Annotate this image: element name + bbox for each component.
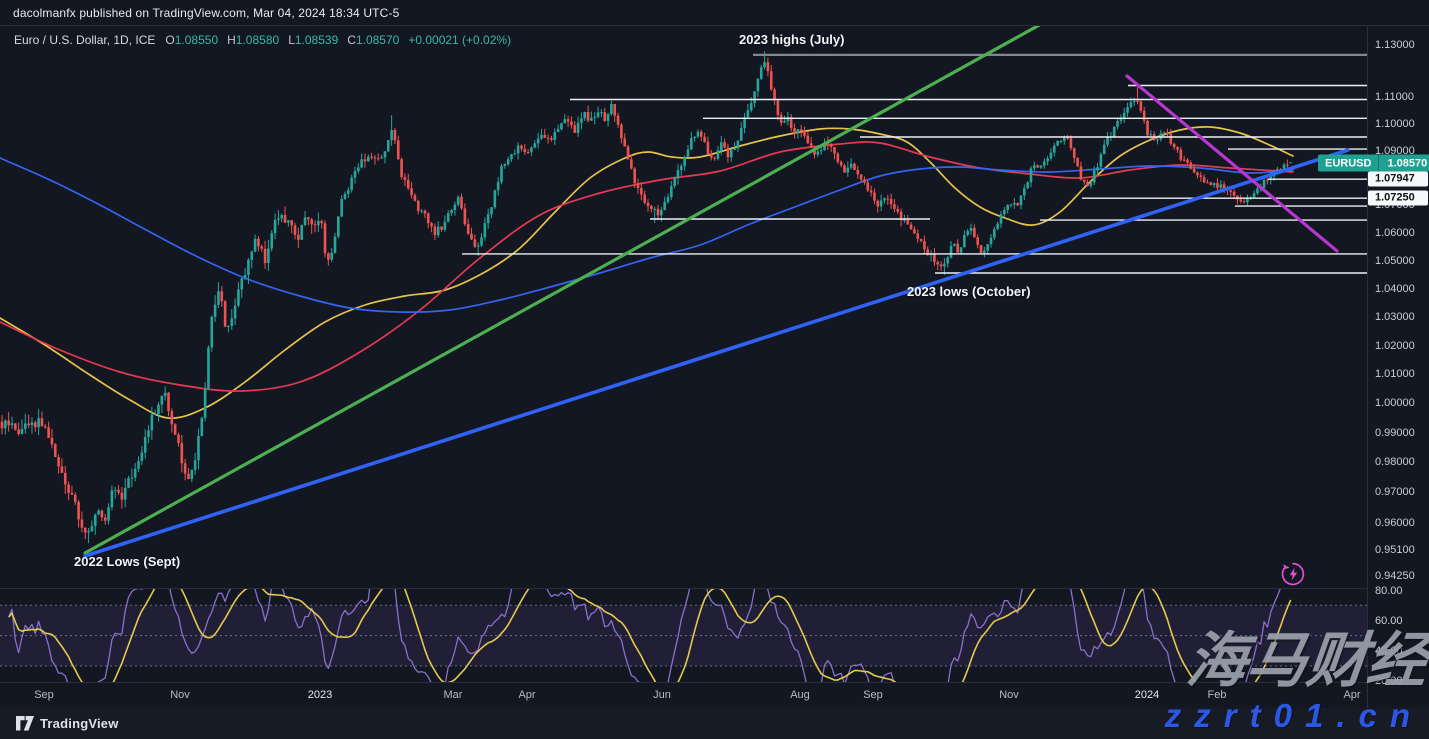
last-price-label: EURUSD 1.08570	[1318, 154, 1429, 172]
price-axis-label: 1.09000	[1375, 145, 1415, 157]
price-axis-label: 0.99000	[1375, 427, 1415, 439]
time-axis-month-label: Jun	[653, 689, 671, 701]
ohlc-field: L1.08539	[288, 33, 339, 47]
chart-annotation[interactable]: 2023 lows (October)	[907, 284, 1031, 299]
price-axis-label: 0.95100	[1375, 544, 1415, 556]
publisher-text: dacolmanfx published on TradingView.com,…	[13, 5, 400, 20]
price-pane[interactable]	[0, 18, 1367, 558]
ohlc-field: O1.08550	[165, 33, 219, 47]
price-axis-label: 1.01000	[1375, 368, 1415, 380]
price-axis-label: 1.10000	[1375, 118, 1415, 130]
publisher-bar: dacolmanfx published on TradingView.com,…	[0, 0, 1429, 26]
watermark-site-url: zzrt01.cn	[1164, 697, 1423, 734]
trendline-blue-uptrend[interactable]	[83, 148, 1350, 558]
time-axis-month-label: Apr	[518, 689, 536, 701]
rsi-axis-label: 20.00	[1375, 675, 1403, 687]
tradingview-brand-text[interactable]: TradingView	[40, 716, 119, 731]
time-axis-month-label: Feb	[1207, 689, 1227, 701]
ohlc-field: C1.08570	[347, 33, 400, 47]
time-axis-month-label: Apr	[1343, 689, 1361, 701]
price-axis-label: 0.97000	[1375, 486, 1415, 498]
price-scale[interactable]: 1.130001.110001.100001.090001.070001.060…	[1367, 26, 1429, 708]
rsi-axis-label: 60.00	[1375, 615, 1403, 627]
price-axis-label: 1.02000	[1375, 340, 1415, 352]
timescale-separator	[0, 682, 1429, 683]
price-axis-label: 0.96000	[1375, 517, 1415, 529]
drawing-price-label: 1.07947	[1368, 171, 1428, 187]
time-axis-year-label: 2024	[1134, 689, 1160, 701]
price-axis-label: 1.03000	[1375, 311, 1415, 323]
ohlc-values: O1.08550 H1.08580 L1.08539 C1.08570 +0.00021…	[165, 33, 511, 47]
candlestick-series[interactable]	[0, 51, 1293, 544]
price-axis-label: 0.94250	[1375, 570, 1415, 582]
time-axis-month-label: Sep	[34, 689, 54, 701]
watermark-chinese: 海马财经	[1183, 627, 1429, 694]
chart-annotation[interactable]: 2023 highs (July)	[739, 32, 845, 47]
time-axis-month-label: Sep	[863, 689, 883, 701]
rsi-ma-line[interactable]	[8, 568, 1292, 701]
rsi-pane[interactable]	[0, 568, 1367, 701]
price-axis-label: 1.05000	[1375, 255, 1415, 267]
price-axis-label: 1.11000	[1375, 91, 1414, 103]
ma-blue[interactable]	[0, 157, 1294, 313]
pane-separator[interactable]	[0, 588, 1429, 589]
time-axis-month-label: Mar	[443, 689, 463, 701]
symbol-title: Euro / U.S. Dollar, 1D, ICE	[14, 33, 156, 47]
price-axis-label: 1.00000	[1375, 397, 1415, 409]
last-price-value: 1.08570	[1379, 154, 1429, 172]
time-scale[interactable]: Sep Nov 2023 Mar Apr Jun Aug Sep Nov 2024 Feb Apr	[0, 682, 1367, 708]
time-axis-month-label: Aug	[790, 689, 810, 701]
price-axis-label: 1.06000	[1375, 227, 1415, 239]
trendline-purple-downtrend[interactable]	[1125, 74, 1339, 253]
price-axis-label: 0.98000	[1375, 456, 1415, 468]
chart-annotation[interactable]: 2022 Lows (Sept)	[74, 554, 181, 569]
ma-red[interactable]	[0, 141, 1294, 392]
time-axis-year-label: 2023	[307, 689, 333, 701]
flash-publish-icon[interactable]	[1280, 561, 1306, 587]
last-price-symbol: EURUSD	[1318, 154, 1380, 172]
drawing-price-label: 1.07250	[1368, 190, 1428, 206]
price-axis-label: 1.04000	[1375, 283, 1415, 295]
time-axis-month-label: Nov	[999, 689, 1019, 701]
ohlc-field: +0.00021 (+0.02%)	[408, 33, 512, 47]
price-axis-label: 1.13000	[1375, 39, 1415, 51]
rsi-axis-label: 40.00	[1375, 645, 1403, 657]
rsi-axis-label: 80.00	[1375, 585, 1403, 597]
horizontal-levels[interactable]	[462, 53, 1367, 274]
tradingview-logo-icon[interactable]	[16, 716, 34, 731]
trendline-green-uptrend[interactable]	[83, 18, 1052, 555]
time-axis-month-label: Nov	[170, 689, 190, 701]
footer-bar: TradingView	[0, 708, 1429, 739]
symbol-header[interactable]: Euro / U.S. Dollar, 1D, ICE O1.08550 H1.0…	[14, 33, 511, 47]
rsi-line[interactable]	[8, 572, 1291, 700]
ohlc-field: H1.08580	[227, 33, 280, 47]
